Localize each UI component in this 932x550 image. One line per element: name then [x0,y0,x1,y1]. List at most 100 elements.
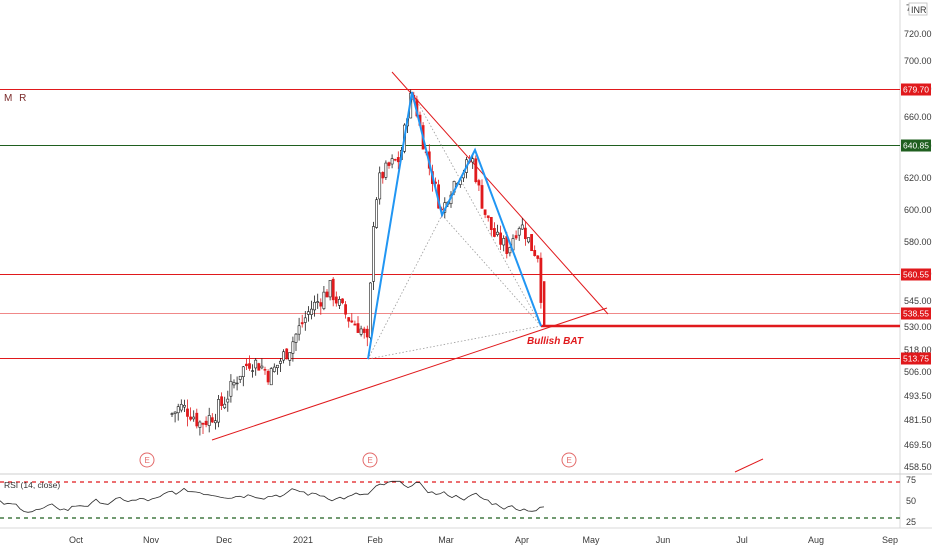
candle-body [319,302,323,307]
candles [170,89,546,436]
price-tick-label: 518.00 [904,345,932,355]
candle-body [220,396,224,406]
candle-body [480,185,484,209]
candle-body [207,415,211,426]
candle-body [275,364,279,369]
price-tick-label: 458.50 [904,462,932,472]
price-tick-label: 545.00 [904,296,932,306]
candle-body [229,380,233,397]
pattern-guides [367,91,542,360]
candle-body [337,299,341,306]
candle-body [179,404,183,411]
event-marker[interactable]: E [362,452,378,468]
candle-body [241,366,245,378]
candle-body [381,172,385,179]
guide-xb [367,214,443,360]
event-marker[interactable]: E [561,452,577,468]
rsi-pane-stub-line [734,458,764,473]
time-tick-label: Nov [143,535,160,545]
candle-body [322,291,326,309]
svg-text:E: E [567,456,572,465]
candle-body [248,363,251,369]
candle-body [350,320,354,323]
candle-body [183,405,186,408]
candle-body [279,360,282,364]
candle-body [533,250,537,256]
candle-body [347,317,351,322]
svg-text:679.70: 679.70 [903,85,929,95]
event-markers: E E E [139,452,577,468]
candle-body [474,158,478,183]
mr-annotation: M R [4,93,28,104]
price-tick-label: 720.00 [904,29,932,39]
level-badge: 560.55 [901,268,931,281]
level-badge: 640.85 [901,139,931,152]
candle-body [269,368,273,386]
candle-body [365,328,369,338]
candle-body [536,255,540,259]
time-tick-label: Sep [882,535,898,545]
time-tick-label: Jul [736,535,748,545]
candle-body [204,420,208,426]
candle-body [344,304,348,315]
candle-body [393,159,397,161]
candle-body [288,352,292,361]
candle-body [539,257,543,303]
time-tick-label: May [582,535,600,545]
candle-body [341,298,344,304]
candle-body [294,333,298,343]
candle-body [378,172,382,200]
time-tick-label: Oct [69,535,84,545]
candle-body [325,291,329,298]
candle-body [272,366,276,372]
guide-xd [367,325,542,360]
candle-body [173,411,177,414]
level-badge: 679.70 [901,83,931,96]
svg-text:513.75: 513.75 [903,354,929,364]
candle-body [251,370,255,372]
rsi-pane: RSI (14, close) 75 50 25 [0,475,916,527]
time-axis: Oct Nov Dec 2021 Feb Mar Apr May Jun Jul Aug Sep [69,535,898,545]
guide-ad [411,91,542,327]
level-badge: 538.55 [901,307,931,320]
candle-body [471,158,475,163]
candle-body [189,416,193,420]
candle-body [313,301,317,311]
candle-body [260,365,264,369]
candle-body [362,328,366,333]
time-tick-label: Dec [216,535,233,545]
candle-body [486,215,490,218]
candle-body [331,278,335,301]
candle-body [356,323,360,333]
candle-body [499,232,503,245]
svg-text:E: E [368,456,373,465]
upper-trendline [391,71,609,315]
svg-text:640.85: 640.85 [903,141,929,151]
candle-body [523,227,527,240]
candle-body [217,399,220,423]
candle-body [477,180,481,186]
rsi-tick-25: 25 [906,517,916,527]
svg-text:E: E [145,456,150,465]
svg-text:538.55: 538.55 [903,309,929,319]
candle-body [254,359,258,369]
candle-body [514,235,518,239]
time-tick-label: Mar [438,535,454,545]
bat-pattern-legs [367,91,542,360]
pattern-label: Bullish BAT [527,336,584,347]
candle-body [232,382,236,386]
candle-body [235,382,239,385]
event-marker[interactable]: E [139,452,155,468]
candle-body [223,403,227,409]
candle-body [285,348,289,360]
price-tick-label: 493.50 [904,391,932,401]
candle-body [186,408,189,417]
candle-body [257,363,261,371]
candle-body [353,323,357,326]
candle-body [300,322,304,325]
candle-body [214,420,217,424]
lower-trendline [211,307,608,441]
candle-body [530,234,534,252]
candle-body [517,228,521,236]
